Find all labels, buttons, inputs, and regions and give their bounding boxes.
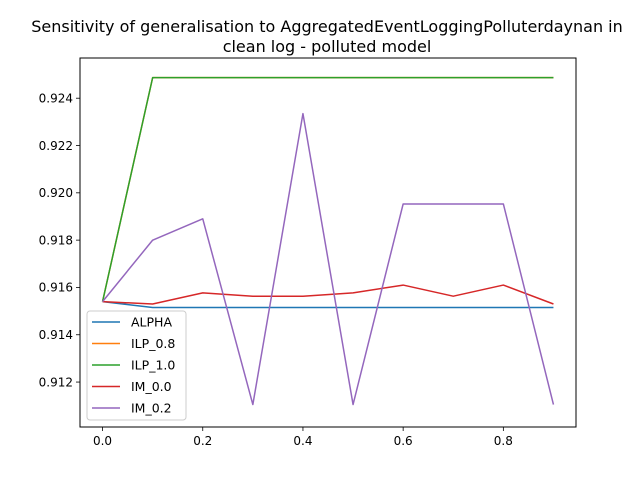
y-tick-label: 0.912 xyxy=(39,375,73,389)
legend-label: ALPHA xyxy=(131,315,172,330)
x-tick-label: 0.6 xyxy=(394,434,413,448)
x-tick-label: 0.4 xyxy=(293,434,312,448)
chart-title-line-1: Sensitivity of generalisation to Aggrega… xyxy=(31,17,623,36)
y-tick-label: 0.918 xyxy=(39,233,73,247)
x-tick-label: 0.2 xyxy=(193,434,212,448)
series-line-im-0-0 xyxy=(102,284,554,305)
y-tick-label: 0.920 xyxy=(39,186,73,200)
x-tick-label: 0.0 xyxy=(93,434,112,448)
legend: ALPHA ILP_0.8 ILP_1.0 IM_0.0 IM_0.2 xyxy=(86,310,187,421)
y-tick-label: 0.916 xyxy=(39,281,73,295)
plot-area-frame xyxy=(79,57,577,428)
legend-label: ILP_1.0 xyxy=(131,358,175,373)
legend-label: IM_0.2 xyxy=(131,401,172,416)
legend-label: IM_0.0 xyxy=(131,379,172,394)
series-line-ilp-1-0 xyxy=(101,76,554,302)
series-line-im-0-2 xyxy=(101,112,555,406)
x-tick-label: 0.8 xyxy=(494,434,513,448)
y-tick-label: 0.914 xyxy=(39,328,73,342)
chart-title-line-2: clean log - polluted model xyxy=(223,37,432,56)
series-line-alpha xyxy=(102,300,554,309)
legend-label: ILP_0.8 xyxy=(131,336,175,351)
x-axis: 0.0 0.2 0.4 0.6 0.8 xyxy=(93,427,513,448)
y-tick-label: 0.924 xyxy=(39,92,73,106)
series-layer xyxy=(101,76,555,406)
y-axis: 0.912 0.914 0.916 0.918 0.920 0.922 0.924 xyxy=(39,92,80,389)
y-tick-label: 0.922 xyxy=(39,139,73,153)
legend-frame xyxy=(86,310,187,421)
